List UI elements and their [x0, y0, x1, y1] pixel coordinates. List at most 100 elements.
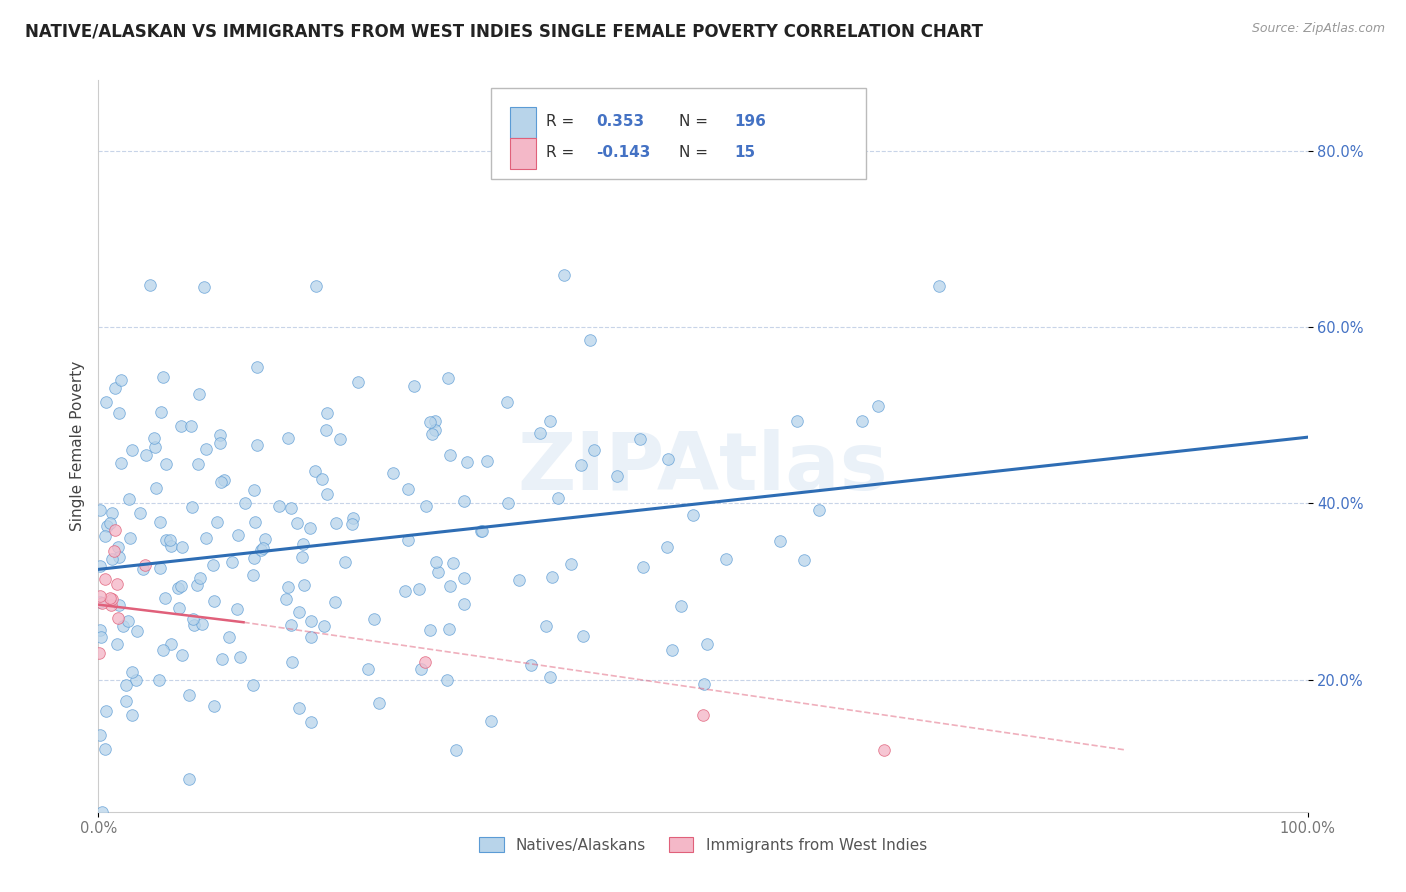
Point [94, 704, 117, 718]
Point [100, 592, 122, 607]
Point [311, 472, 333, 486]
Point [409, 662, 432, 676]
Point [579, 333, 602, 347]
Point [277, 431, 299, 445]
Point [183, 612, 205, 626]
Point [180, 500, 202, 514]
Point [187, 458, 209, 472]
Point [394, 584, 416, 599]
Point [714, 552, 737, 566]
Point [367, 697, 389, 711]
Point [167, 581, 190, 595]
Point [288, 605, 311, 619]
Point [94, 741, 117, 756]
Point [129, 506, 152, 520]
Point [553, 268, 575, 283]
Point [202, 698, 225, 713]
Point [304, 464, 326, 478]
Point [453, 597, 475, 611]
Point [211, 652, 233, 666]
Point [153, 591, 176, 606]
Point [696, 637, 718, 651]
Point [177, 688, 200, 702]
Point [299, 714, 322, 729]
Point [426, 565, 449, 579]
Point [209, 475, 232, 489]
Point [243, 483, 266, 497]
Point [408, 582, 430, 596]
Point [160, 637, 183, 651]
Point [110, 373, 132, 387]
Point [276, 592, 298, 607]
Point [453, 493, 475, 508]
Point [928, 278, 950, 293]
Point [439, 579, 461, 593]
Point [90, 630, 112, 644]
Text: N =: N = [679, 145, 713, 161]
Point [633, 560, 655, 574]
Point [436, 673, 458, 687]
Point [582, 443, 605, 458]
Point [134, 558, 156, 573]
Point [121, 707, 143, 722]
Bar [509, 107, 536, 138]
Point [89, 623, 111, 637]
Point [195, 531, 218, 545]
Point [661, 642, 683, 657]
Point [104, 381, 127, 395]
Point [291, 537, 314, 551]
Point [508, 573, 530, 587]
Point [89, 595, 111, 609]
Point [131, 561, 153, 575]
Point [188, 571, 211, 585]
Point [437, 371, 460, 385]
Point [808, 503, 831, 517]
Point [208, 427, 231, 442]
Point [93, 529, 115, 543]
Point [114, 694, 136, 708]
Point [105, 577, 128, 591]
Point [423, 414, 446, 428]
Point [572, 629, 595, 643]
Point [425, 423, 447, 437]
Point [242, 678, 264, 692]
Point [547, 491, 569, 506]
Point [470, 524, 492, 539]
Point [316, 487, 339, 501]
Point [152, 369, 174, 384]
Point [107, 407, 129, 421]
Point [94, 572, 117, 586]
Point [212, 474, 235, 488]
Point [315, 423, 337, 437]
Point [107, 611, 129, 625]
Text: NATIVE/ALASKAN VS IMMIGRANTS FROM WEST INDIES SINGLE FEMALE POVERTY CORRELATION : NATIVE/ALASKAN VS IMMIGRANTS FROM WEST I… [25, 22, 983, 40]
Text: -0.143: -0.143 [596, 145, 651, 161]
Point [159, 539, 181, 553]
Point [229, 650, 252, 665]
Point [180, 419, 202, 434]
Point [108, 599, 131, 613]
Point [682, 508, 704, 522]
Point [98, 516, 121, 530]
Point [121, 443, 143, 458]
Point [117, 614, 139, 628]
Point [125, 624, 148, 639]
Point [101, 552, 124, 566]
Point [143, 431, 166, 445]
Point [569, 458, 592, 472]
Point [439, 448, 461, 462]
Point [249, 542, 271, 557]
Point [298, 521, 321, 535]
Point [89, 559, 111, 574]
Point [221, 555, 243, 569]
Y-axis label: Single Female Poverty: Single Female Poverty [69, 361, 84, 531]
Point [186, 578, 208, 592]
Point [280, 501, 302, 516]
Point [110, 456, 132, 470]
Point [419, 415, 441, 429]
Point [254, 532, 277, 546]
Point [288, 700, 311, 714]
Point [323, 595, 346, 609]
Point [118, 531, 141, 545]
Point [363, 612, 385, 626]
